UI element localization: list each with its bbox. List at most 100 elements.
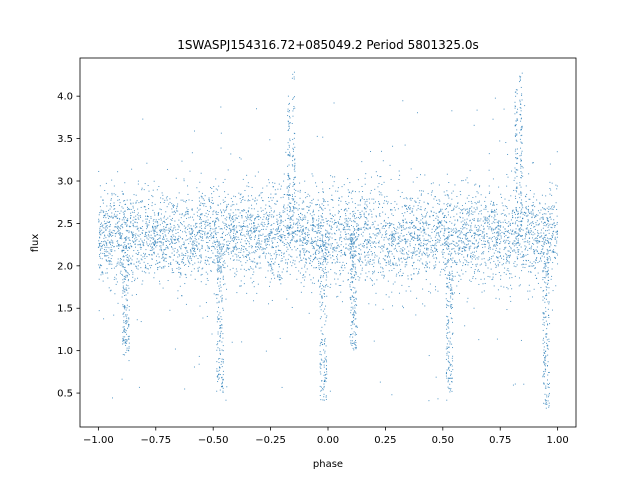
data-point: [515, 209, 517, 211]
data-point: [554, 256, 556, 258]
data-point: [495, 247, 497, 249]
data-point: [483, 236, 485, 238]
data-point: [179, 272, 181, 274]
data-point: [223, 222, 225, 224]
data-point: [301, 225, 303, 227]
data-point: [269, 263, 271, 265]
data-point: [462, 250, 464, 252]
data-point: [378, 206, 379, 208]
data-point: [354, 191, 356, 193]
data-point: [152, 189, 154, 191]
data-point: [183, 264, 185, 266]
data-point: [461, 269, 463, 271]
data-point: [335, 283, 337, 285]
data-point: [439, 200, 441, 202]
data-point: [349, 218, 351, 220]
data-point: [110, 241, 112, 243]
data-point: [269, 285, 270, 287]
data-point: [356, 224, 358, 226]
data-point: [497, 251, 499, 253]
data-point: [197, 249, 198, 251]
data-point: [324, 207, 326, 209]
data-point: [194, 234, 196, 236]
data-point: [361, 245, 363, 247]
data-point: [326, 236, 328, 238]
data-point: [215, 188, 217, 190]
data-point: [386, 247, 388, 249]
data-point: [224, 196, 226, 198]
data-point: [283, 204, 285, 206]
data-point: [140, 246, 142, 248]
data-point: [286, 270, 288, 272]
data-point: [224, 218, 226, 220]
data-point: [335, 273, 337, 275]
data-point: [303, 237, 305, 239]
data-point: [429, 235, 431, 237]
data-point: [427, 248, 429, 249]
data-point: [337, 244, 339, 246]
data-point: [326, 256, 328, 258]
data-point: [191, 238, 193, 240]
data-point: [235, 227, 237, 229]
data-point: [411, 210, 413, 212]
data-point: [229, 218, 231, 220]
data-point: [198, 242, 200, 244]
data-point: [183, 200, 185, 202]
data-point: [311, 227, 313, 229]
data-point: [284, 219, 286, 221]
data-point: [296, 256, 298, 258]
data-point: [213, 237, 215, 239]
data-point: [415, 237, 417, 239]
data-point: [185, 201, 187, 203]
data-point: [306, 240, 308, 242]
data-point: [476, 229, 478, 231]
data-point: [379, 232, 381, 234]
data-point: [184, 283, 186, 285]
data-point: [101, 241, 103, 243]
data-point: [171, 246, 173, 248]
data-point: [103, 231, 105, 233]
data-point: [410, 199, 412, 201]
data-point: [324, 266, 326, 268]
data-point: [240, 233, 242, 235]
data-point: [295, 230, 297, 232]
data-point: [388, 225, 390, 227]
data-point: [462, 217, 464, 219]
data-point: [373, 241, 375, 243]
data-point: [156, 242, 158, 244]
data-point: [379, 229, 381, 231]
data-point: [458, 207, 460, 209]
data-point: [181, 160, 183, 162]
data-point: [349, 229, 351, 231]
data-point: [190, 225, 192, 227]
data-point: [384, 259, 386, 261]
data-point: [204, 221, 206, 223]
data-point: [256, 229, 258, 231]
data-point: [444, 238, 446, 240]
data-point: [524, 267, 526, 269]
data-point: [517, 225, 519, 227]
data-point: [138, 218, 140, 220]
data-point: [526, 193, 528, 195]
data-point: [518, 193, 520, 195]
data-point: [288, 211, 290, 213]
data-point: [224, 211, 226, 213]
data-point: [296, 207, 298, 209]
data-point: [485, 220, 487, 222]
data-point: [480, 240, 482, 242]
data-point: [309, 274, 311, 276]
data-point: [145, 267, 147, 268]
data-point: [201, 214, 203, 216]
data-point: [418, 244, 420, 246]
data-point: [494, 222, 496, 224]
data-point: [536, 250, 538, 252]
data-point: [508, 262, 510, 264]
data-point: [178, 237, 180, 239]
data-point: [249, 266, 251, 268]
data-point: [167, 217, 169, 219]
data-point: [164, 254, 166, 256]
data-point: [355, 246, 357, 248]
data-point: [347, 189, 349, 191]
data-point: [141, 240, 143, 242]
data-point: [460, 221, 462, 223]
